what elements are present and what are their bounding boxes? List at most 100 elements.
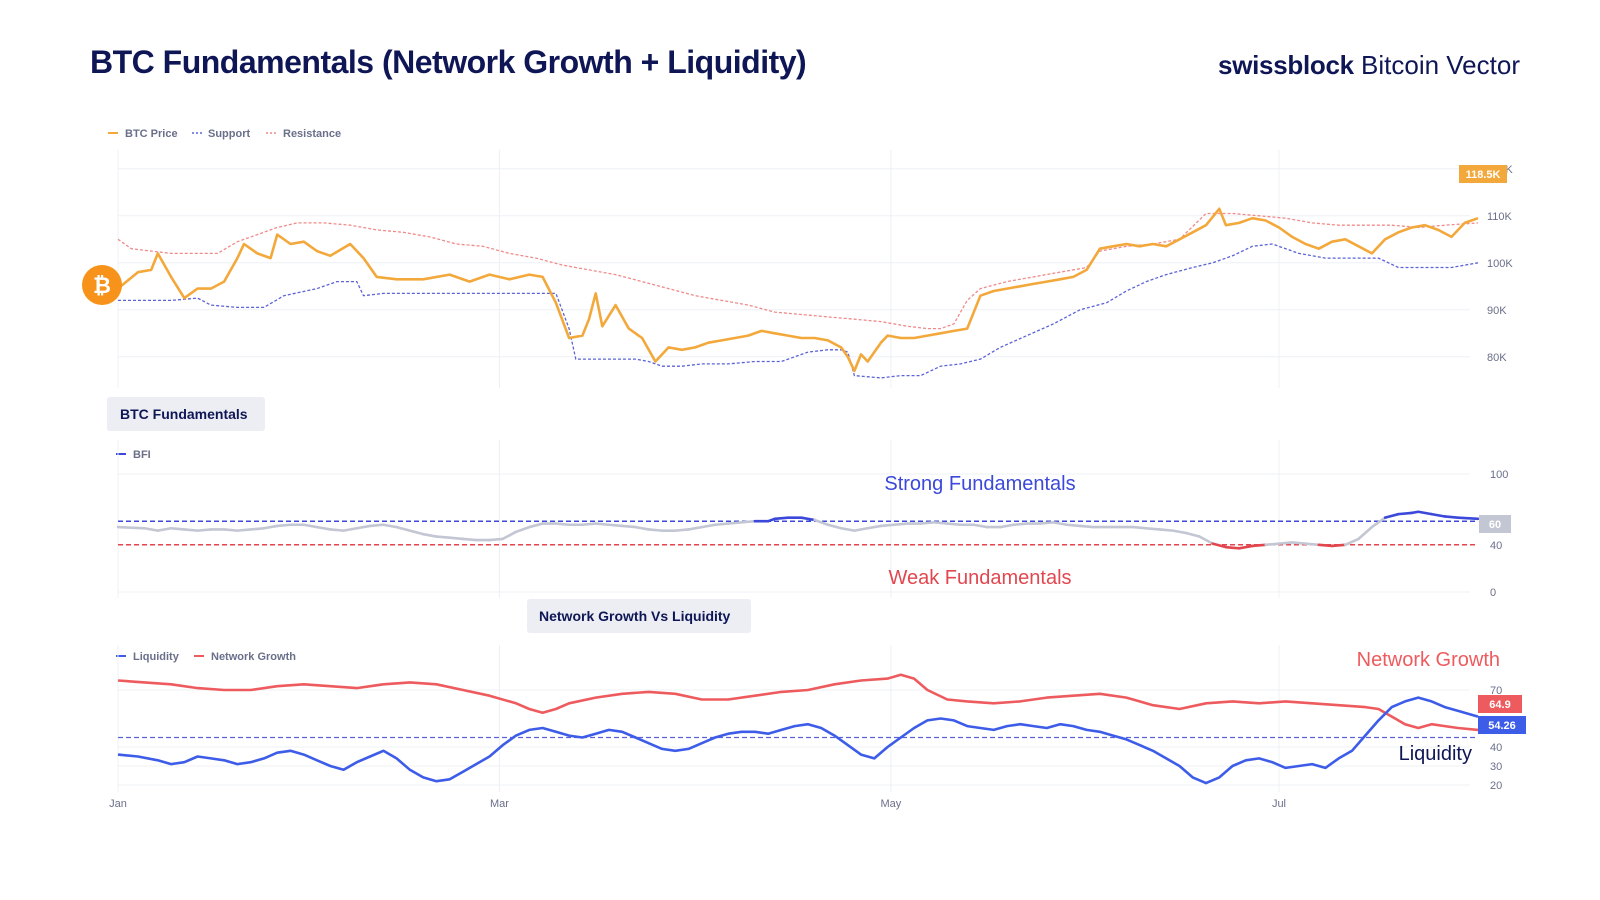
bfi-segment-25 [448, 536, 465, 541]
brand-logo: swissblock Bitcoin Vector [1218, 50, 1520, 81]
bfi-segment-54 [826, 523, 843, 530]
bfi-segment-86 [1251, 543, 1268, 548]
bfi-segment-91 [1317, 543, 1334, 548]
network-y-axis: 20 30 40 70 [1490, 685, 1502, 792]
bfi-last-value-badge: 60 [1479, 515, 1511, 533]
price-tick-label-2: 100K [1487, 258, 1513, 270]
network-growth-badge-box [1478, 695, 1522, 713]
bfi-segment-56 [853, 526, 869, 532]
bfi-segment-2 [143, 526, 160, 532]
bfi-segment-40 [647, 528, 664, 532]
bfi-segment-33 [554, 522, 571, 527]
bfi-segment-90 [1304, 542, 1321, 547]
bfi-segment-3 [156, 526, 173, 532]
bfi-segment-8 [222, 528, 239, 532]
bfi-segment-85 [1237, 544, 1254, 550]
bfi-segment-9 [236, 528, 252, 532]
legend-label-bfi: BFI [133, 449, 151, 461]
bitcoin-icon: ₿ [82, 265, 122, 305]
fundamentals-panel: BTC Fundamentals BFI 0 40 100 Strong Funda… [107, 397, 1511, 599]
bfi-segment-43 [687, 525, 704, 531]
bfi-segment-6 [196, 528, 213, 532]
bfi-segment-73 [1078, 524, 1095, 529]
bfi-segment-79 [1158, 528, 1175, 532]
bfi-segment-61 [919, 521, 936, 525]
network-growth-badge-text: 64.9 [1489, 699, 1510, 711]
network-label-box [527, 599, 751, 633]
bfi-segment-23 [421, 532, 438, 538]
bfi-segment-31 [528, 522, 544, 529]
network-panel: Network Growth Vs Liquidity Liquidity Ne… [109, 599, 1526, 810]
brand-product: Bitcoin Vector [1361, 50, 1520, 80]
bfi-segment-57 [866, 524, 883, 530]
bfi-segment-36 [594, 522, 611, 527]
price-tick-label-3: 110K [1487, 211, 1513, 223]
bfi-segment-39 [634, 525, 651, 531]
legend-label-resistance: Resistance [283, 128, 341, 140]
network-tick-label-3: 70 [1490, 685, 1502, 697]
bfi-segment-52 [800, 516, 816, 522]
price-panel: BTC Price Support Resistance 80K 90K 100K 1… [82, 128, 1513, 388]
brand-name: swissblock [1218, 50, 1354, 80]
network-gridlines [117, 645, 1470, 792]
bfi-segment-44 [700, 523, 717, 529]
bfi-segment-59 [892, 522, 909, 527]
bfi-tick-label-1: 40 [1490, 540, 1502, 552]
bfi-y-axis: 0 40 100 [1490, 469, 1508, 599]
network-growth-annotation: Network Growth [1357, 649, 1500, 671]
bfi-segment-11 [262, 524, 279, 530]
legend-label-support: Support [208, 128, 250, 140]
bfi-tick-label-0: 0 [1490, 587, 1496, 599]
bfi-segment-93 [1344, 537, 1360, 547]
bfi-segment-38 [620, 524, 637, 529]
liquidity-badge-text: 54.26 [1488, 720, 1516, 732]
liquidity-line [117, 696, 1479, 785]
bfi-segment-5 [183, 528, 199, 532]
legend-label-network-growth: Network Growth [211, 651, 296, 663]
bfi-segment-1 [116, 525, 146, 530]
bfi-segment-96 [1383, 512, 1400, 519]
bfi-segment-83 [1211, 542, 1228, 549]
price-gridlines [117, 150, 1470, 388]
bfi-badge-box [1479, 515, 1511, 533]
bfi-badge-text: 60 [1489, 519, 1501, 531]
price-badge-text: 118.5K [1466, 169, 1501, 181]
bfi-line [116, 510, 1480, 550]
weak-fundamentals-label: Weak Fundamentals [888, 567, 1071, 589]
page-title: BTC Fundamentals (Network Growth + Liqui… [90, 44, 807, 80]
bfi-segment-89 [1290, 541, 1307, 545]
svg-text:₿: ₿ [93, 274, 111, 299]
bfi-tick-label-2: 100 [1490, 469, 1508, 481]
price-tick-label-0: 80K [1487, 352, 1507, 364]
bfi-segment-70 [1038, 521, 1055, 525]
bfi-segment-12 [275, 523, 292, 528]
bfi-segment-67 [999, 523, 1015, 529]
x-tick-label-2: May [880, 798, 901, 810]
bfi-segment-29 [501, 530, 518, 541]
bfi-segment-53 [813, 518, 830, 527]
price-last-value-badge: 118.5K [1459, 165, 1507, 183]
network-tick-label-0: 20 [1490, 780, 1502, 792]
bfi-segment-65 [972, 523, 989, 529]
bfi-segment-20 [382, 523, 398, 529]
bfi-segment-68 [1012, 522, 1029, 527]
legend-label-liquidity: Liquidity [133, 651, 180, 663]
fundamentals-label-box [107, 397, 265, 431]
bfi-segment-62 [932, 521, 949, 525]
bfi-segment-92 [1330, 543, 1347, 548]
bfi-segment-58 [879, 523, 896, 528]
bfi-segment-16 [328, 528, 345, 532]
bfi-gridlines [117, 440, 1470, 598]
bfi-segment-10 [249, 526, 266, 531]
strong-fundamentals-label: Strong Fundamentals [884, 473, 1075, 495]
x-tick-label-1: Mar [490, 798, 509, 810]
bfi-segment-14 [302, 523, 319, 529]
bfi-segment-21 [395, 525, 412, 532]
bfi-segment-35 [581, 522, 597, 527]
bfi-segment-97 [1397, 511, 1413, 516]
price-tick-label-1: 90K [1487, 305, 1507, 317]
network-tick-label-1: 30 [1490, 761, 1502, 773]
bfi-segment-45 [713, 522, 730, 527]
price-legend: BTC Price Support Resistance [108, 128, 341, 140]
